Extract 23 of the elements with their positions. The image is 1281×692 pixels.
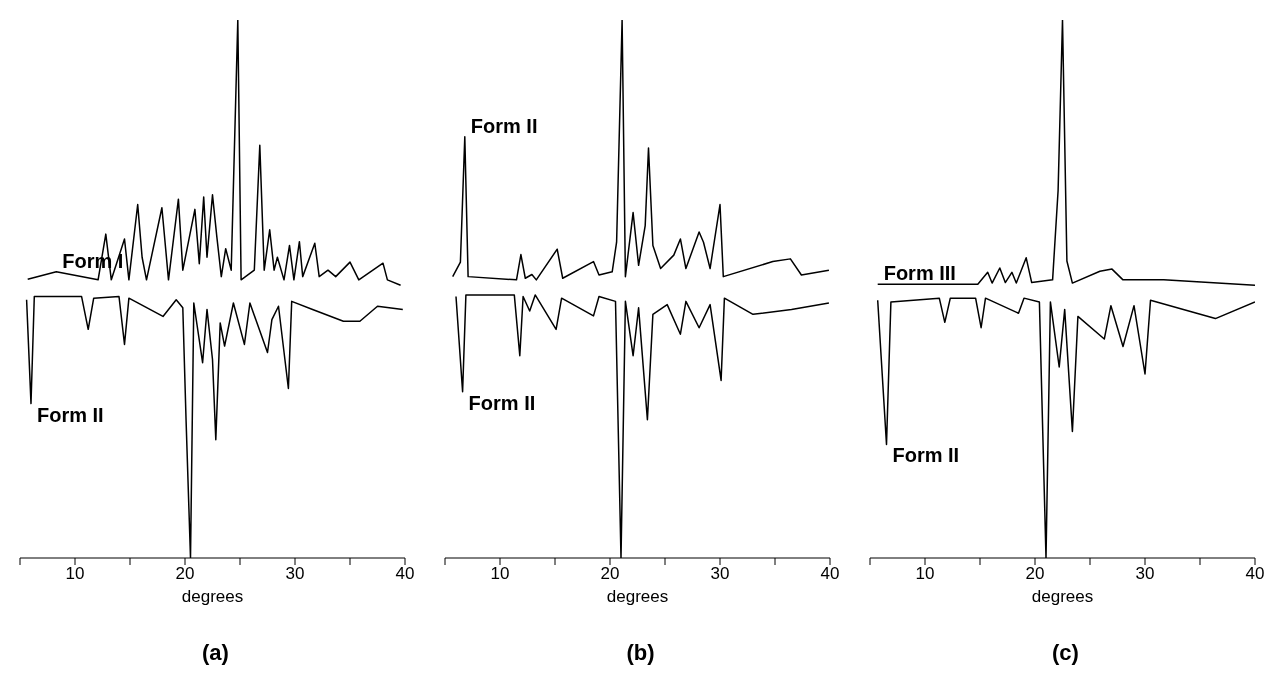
x-tick-label: 20 <box>1025 564 1045 584</box>
series-label: Form II <box>892 444 960 467</box>
x-axis-title: degrees <box>1031 587 1094 606</box>
x-tick-label: 40 <box>1245 564 1265 584</box>
x-tick-label: 20 <box>175 564 195 584</box>
x-tick-label: 30 <box>710 564 730 584</box>
x-tick-label: 30 <box>285 564 305 584</box>
x-tick-label: 40 <box>395 564 415 584</box>
x-tick-label: 40 <box>820 564 840 584</box>
text: (b) <box>625 640 656 666</box>
x-tick-label: 20 <box>600 564 620 584</box>
series-label: Form III <box>883 262 956 285</box>
x-tick-label: 10 <box>65 564 85 584</box>
series-label: Form II <box>470 114 538 137</box>
series-label: Form II <box>468 391 536 414</box>
x-axis-title: degrees <box>606 587 669 606</box>
x-tick-label: 10 <box>915 564 935 584</box>
x-tick-label: 10 <box>490 564 510 584</box>
x-axis-title: degrees <box>181 587 244 606</box>
series-label: Form II <box>37 403 104 426</box>
text: (c) <box>1051 640 1080 666</box>
x-tick-label: 30 <box>1135 564 1155 584</box>
text: (a) <box>201 640 230 666</box>
